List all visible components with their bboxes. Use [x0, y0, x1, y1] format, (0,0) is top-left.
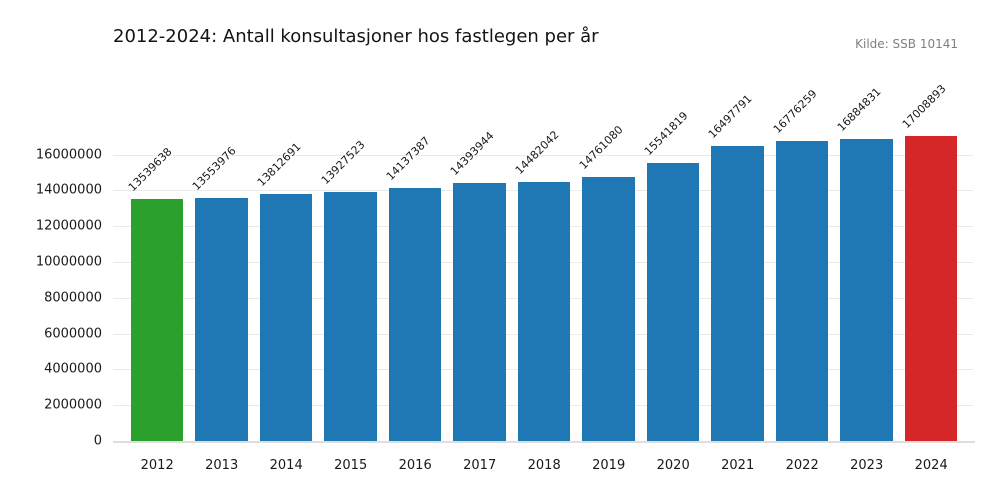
- bar: [388, 187, 442, 441]
- bar-value-label: 16776259: [770, 86, 820, 136]
- x-tick-label: 2014: [269, 458, 303, 473]
- bar-value-label: 15541819: [641, 108, 691, 158]
- bar-value-label: 14482042: [512, 127, 562, 177]
- y-tick-label: 0: [93, 433, 102, 449]
- bar-value-label: 14761080: [577, 122, 627, 172]
- bar-value-label: 13539638: [125, 144, 175, 194]
- y-tick-label: 8000000: [44, 290, 102, 306]
- bar-value-label: 14393944: [448, 129, 498, 179]
- bar-value-label: 14137387: [383, 134, 433, 183]
- x-axis-line: [113, 441, 975, 443]
- y-tick-label: 6000000: [44, 326, 102, 342]
- y-tick-label: 14000000: [35, 182, 102, 198]
- x-tick-label: 2023: [850, 458, 884, 473]
- bar: [840, 138, 893, 441]
- y-tick-label: 12000000: [35, 218, 102, 234]
- bar-value-label: 13553976: [190, 144, 240, 194]
- x-tick-label: 2021: [721, 458, 755, 473]
- bar: [130, 198, 184, 441]
- chart-title: 2012-2024: Antall konsultasjoner hos fas…: [113, 26, 599, 47]
- bar: [646, 162, 700, 441]
- bar-value-label: 13927523: [319, 137, 369, 187]
- y-tick-label: 4000000: [44, 361, 102, 377]
- bar-value-label: 17008893: [899, 82, 949, 132]
- bar-value-label: 13812691: [254, 139, 304, 189]
- x-tick-label: 2017: [463, 458, 497, 473]
- x-tick-label: 2018: [527, 458, 561, 473]
- bar: [324, 191, 377, 441]
- bar: [711, 145, 764, 441]
- bar: [582, 176, 635, 441]
- x-tick-label: 2012: [140, 458, 174, 473]
- x-tick-label: 2024: [914, 458, 948, 473]
- bar: [195, 198, 248, 441]
- x-tick-label: 2015: [334, 458, 368, 473]
- x-tick-label: 2020: [656, 458, 690, 473]
- bar: [259, 193, 313, 441]
- x-tick-label: 2013: [205, 458, 239, 473]
- y-tick-label: 10000000: [35, 254, 102, 270]
- x-tick-label: 2019: [592, 458, 626, 473]
- bar-value-label: 16884831: [835, 84, 885, 134]
- bar: [517, 181, 571, 441]
- bar: [904, 136, 958, 441]
- bar: [775, 140, 829, 441]
- y-tick-label: 16000000: [35, 147, 102, 162]
- x-tick-label: 2016: [398, 458, 432, 473]
- x-tick-label: 2022: [785, 458, 819, 473]
- bar-value-label: 16497791: [706, 91, 756, 141]
- y-tick-label: 2000000: [44, 397, 102, 413]
- gridline: [113, 155, 973, 156]
- bar: [453, 183, 506, 441]
- source-label: Kilde: SSB 10141: [855, 37, 958, 51]
